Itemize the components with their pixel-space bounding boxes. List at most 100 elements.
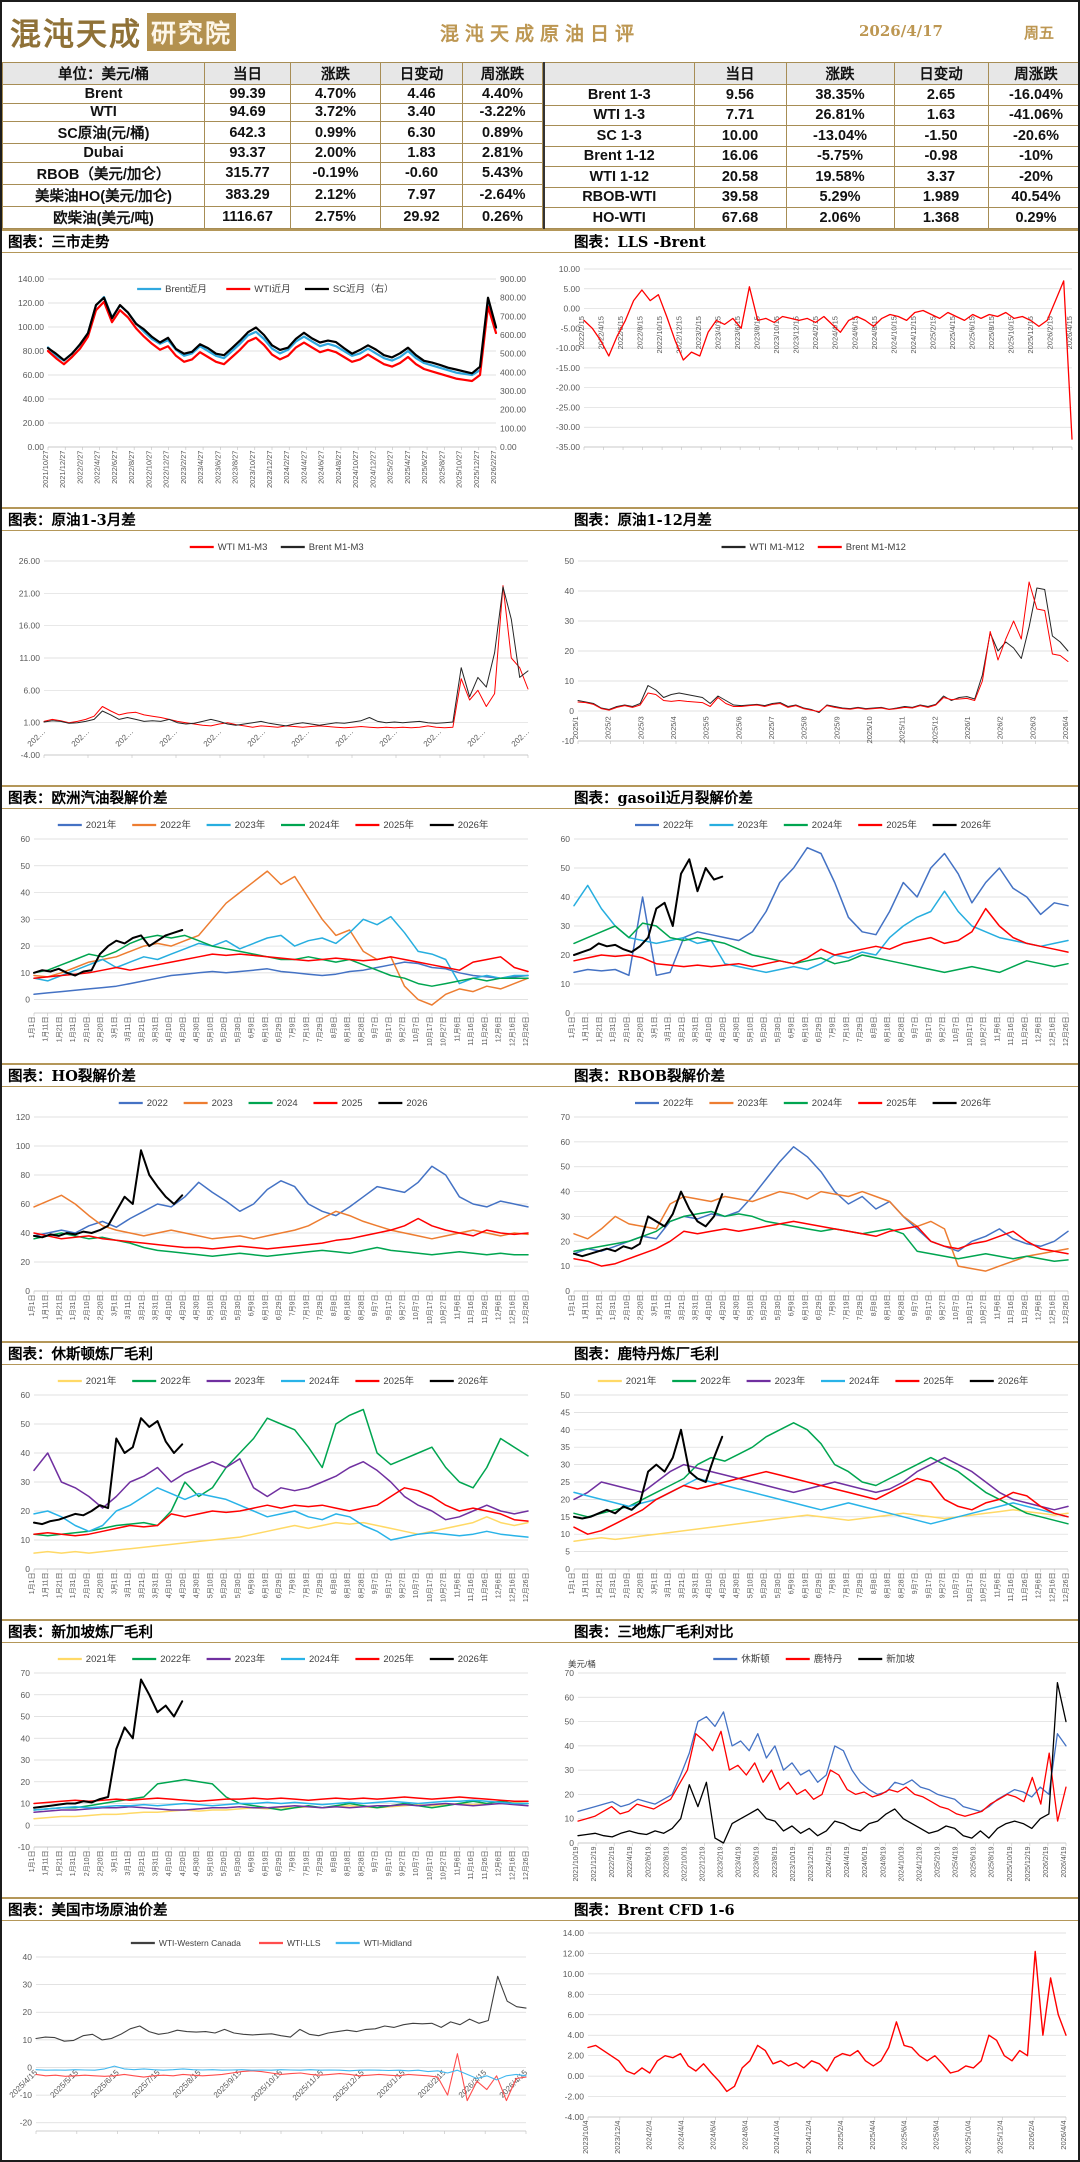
- svg-text:8月28日: 8月28日: [357, 1572, 365, 1598]
- svg-text:8月18日: 8月18日: [884, 1572, 892, 1598]
- table-row: HO-WTI 67.68 2.06% 1.368 0.29%: [543, 207, 1078, 229]
- svg-text:3月1日: 3月1日: [650, 1572, 658, 1594]
- svg-text:3月21日: 3月21日: [138, 1572, 146, 1598]
- svg-text:10月17日: 10月17日: [426, 1294, 434, 1324]
- svg-text:-10.00: -10.00: [556, 343, 580, 353]
- svg-text:2026年: 2026年: [458, 1653, 489, 1665]
- svg-text:2023/4/19: 2023/4/19: [736, 1846, 743, 1877]
- svg-text:60: 60: [561, 1136, 571, 1146]
- svg-text:2022/8/15: 2022/8/15: [636, 316, 645, 349]
- svg-text:2024/6/4: 2024/6/4: [708, 2120, 717, 2149]
- svg-text:2025/4: 2025/4: [669, 716, 678, 739]
- svg-text:11月6日: 11月6日: [453, 1016, 461, 1041]
- svg-text:0: 0: [565, 1008, 570, 1018]
- svg-text:6月9日: 6月9日: [248, 1294, 256, 1316]
- section-row-6: 图表：新加坡炼厂毛利 图表：三地炼厂毛利对比 -10 0 10 20 30 40 50 60 7…: [2, 1618, 1078, 1897]
- svg-text:9月17日: 9月17日: [385, 1294, 393, 1320]
- singapore-margin-plot: -10 0 10 20 30 40 50 60 70 1月1日 1月11日 1月21日 1月31日 2月1…: [18, 1653, 530, 1880]
- svg-text:7月19日: 7月19日: [842, 1294, 850, 1320]
- svg-text:6月19日: 6月19日: [261, 1850, 269, 1876]
- svg-text:WTI-LLS: WTI-LLS: [287, 1938, 321, 1948]
- svg-text:7月19日: 7月19日: [842, 1016, 850, 1042]
- chart-brent-cfd-1-6: -4.00 -2.00 0.00 2.00 4.00 6.00 8.00 10.00 12.00…: [542, 1921, 1078, 2161]
- svg-text:2022/6/15: 2022/6/15: [616, 316, 625, 349]
- column-header: 周涨跌: [462, 62, 543, 85]
- svg-text:11月26日: 11月26日: [481, 1294, 489, 1323]
- svg-text:2025/2: 2025/2: [604, 716, 613, 739]
- table-cell: SC原油(元/桶): [2, 121, 205, 144]
- section-titles: 图表：美国市场原油价差 图表：Brent CFD 1-6: [2, 1896, 1078, 1921]
- svg-text:2026年: 2026年: [998, 1375, 1029, 1387]
- svg-text:3月11日: 3月11日: [124, 1572, 132, 1597]
- svg-text:2024/6/15: 2024/6/15: [850, 316, 859, 349]
- svg-text:2023/12/4: 2023/12/4: [613, 2120, 622, 2153]
- svg-text:1月21日: 1月21日: [595, 1572, 603, 1598]
- svg-text:9月7日: 9月7日: [371, 1016, 379, 1038]
- table-cell: -20.6%: [987, 125, 1078, 147]
- svg-text:1月31日: 1月31日: [69, 1850, 77, 1876]
- svg-text:1月31日: 1月31日: [609, 1294, 617, 1320]
- svg-text:6.00: 6.00: [23, 685, 40, 695]
- svg-text:10月27日: 10月27日: [440, 1572, 448, 1602]
- table-cell: 0.29%: [987, 207, 1078, 229]
- table-cell: -20%: [987, 166, 1078, 188]
- svg-text:8月8日: 8月8日: [330, 1572, 338, 1594]
- svg-text:40: 40: [565, 1740, 575, 1750]
- svg-text:2025/12/4: 2025/12/4: [995, 2120, 1004, 2153]
- table-cell: 1116.67: [204, 205, 291, 229]
- svg-text:2022/10/19: 2022/10/19: [681, 1846, 688, 1881]
- svg-text:20: 20: [561, 1494, 571, 1504]
- svg-text:SC近月（右）: SC近月（右）: [333, 283, 394, 295]
- table-cell: 3.40: [380, 102, 463, 122]
- svg-text:2023/8/19: 2023/8/19: [772, 1846, 779, 1877]
- eu-gasoline-crack-plot: 0 10 20 30 40 50 60 1月1日 1月11日 1月21日 1月31日 2月10日 2月2…: [21, 819, 530, 1046]
- svg-text:8月8日: 8月8日: [330, 1850, 338, 1872]
- svg-text:6月29日: 6月29日: [275, 1572, 283, 1598]
- svg-text:2025/10: 2025/10: [865, 716, 874, 743]
- table-cell: Dubai: [2, 143, 205, 163]
- svg-text:9月7日: 9月7日: [911, 1572, 919, 1594]
- table-cell: Brent 1-12: [543, 145, 695, 167]
- svg-text:5月30日: 5月30日: [774, 1572, 782, 1598]
- svg-text:1月1日: 1月1日: [568, 1294, 576, 1316]
- chart-us-crude-spreads: -20 -10 0 10 20 30 40 2025/4/15 2025/5/15 2025/6/…: [2, 1921, 542, 2161]
- crude-1-3-spread-plot: -4.00 1.00 6.00 11.00 16.00 21.00 26.00 202… 202…: [19, 542, 531, 760]
- svg-text:10: 10: [21, 1798, 31, 1808]
- svg-text:20: 20: [565, 1789, 575, 1799]
- svg-text:11月26日: 11月26日: [481, 1850, 489, 1879]
- table-row: WTI 1-12 20.58 19.58% 3.37 -20%: [543, 166, 1078, 188]
- svg-text:2022年: 2022年: [160, 819, 191, 831]
- svg-text:12月26日: 12月26日: [1062, 1572, 1070, 1602]
- svg-text:4月20日: 4月20日: [719, 1294, 727, 1320]
- table-row: SC原油(元/桶) 642.3 0.99% 6.30 0.89%: [2, 121, 543, 144]
- svg-text:7月29日: 7月29日: [856, 1016, 864, 1042]
- table-cell: 2.00%: [290, 143, 381, 163]
- svg-text:1月1日: 1月1日: [568, 1016, 576, 1038]
- svg-text:10月7日: 10月7日: [952, 1572, 960, 1598]
- svg-text:2024/2/27: 2024/2/27: [282, 450, 291, 483]
- svg-text:2024/2/4: 2024/2/4: [645, 2120, 654, 2149]
- logo-badge: 研究院: [147, 12, 237, 51]
- table-cell: 1.83: [380, 143, 463, 163]
- section-charts: 0 10 20 30 40 50 60 1月1日 1月11日 1月21日 1月31日 2月10日 2月2…: [2, 1365, 1078, 1619]
- svg-text:9月27日: 9月27日: [939, 1572, 947, 1598]
- svg-text:11月16日: 11月16日: [467, 1294, 475, 1323]
- svg-text:50: 50: [21, 1711, 31, 1721]
- svg-text:6月19日: 6月19日: [261, 1294, 269, 1320]
- chart-title-crude-1-12: 图表：原油1-12月差: [574, 511, 712, 529]
- svg-text:8月28日: 8月28日: [897, 1572, 905, 1598]
- svg-text:2月10日: 2月10日: [83, 1850, 91, 1876]
- svg-text:60: 60: [565, 1692, 575, 1702]
- svg-text:12月16日: 12月16日: [508, 1294, 516, 1324]
- svg-text:4月30日: 4月30日: [733, 1572, 741, 1598]
- svg-text:120.00: 120.00: [18, 298, 44, 308]
- svg-text:2024/8/27: 2024/8/27: [334, 450, 343, 483]
- svg-text:5月30日: 5月30日: [234, 1850, 242, 1876]
- table-cell: -0.19%: [290, 161, 381, 185]
- svg-text:5月30日: 5月30日: [234, 1016, 242, 1042]
- table-cell: 10.00: [693, 125, 787, 147]
- svg-text:2024/10/4: 2024/10/4: [772, 2120, 781, 2153]
- table-cell: Brent: [2, 84, 205, 104]
- svg-text:4月10日: 4月10日: [705, 1294, 713, 1320]
- svg-text:4月30日: 4月30日: [733, 1294, 741, 1320]
